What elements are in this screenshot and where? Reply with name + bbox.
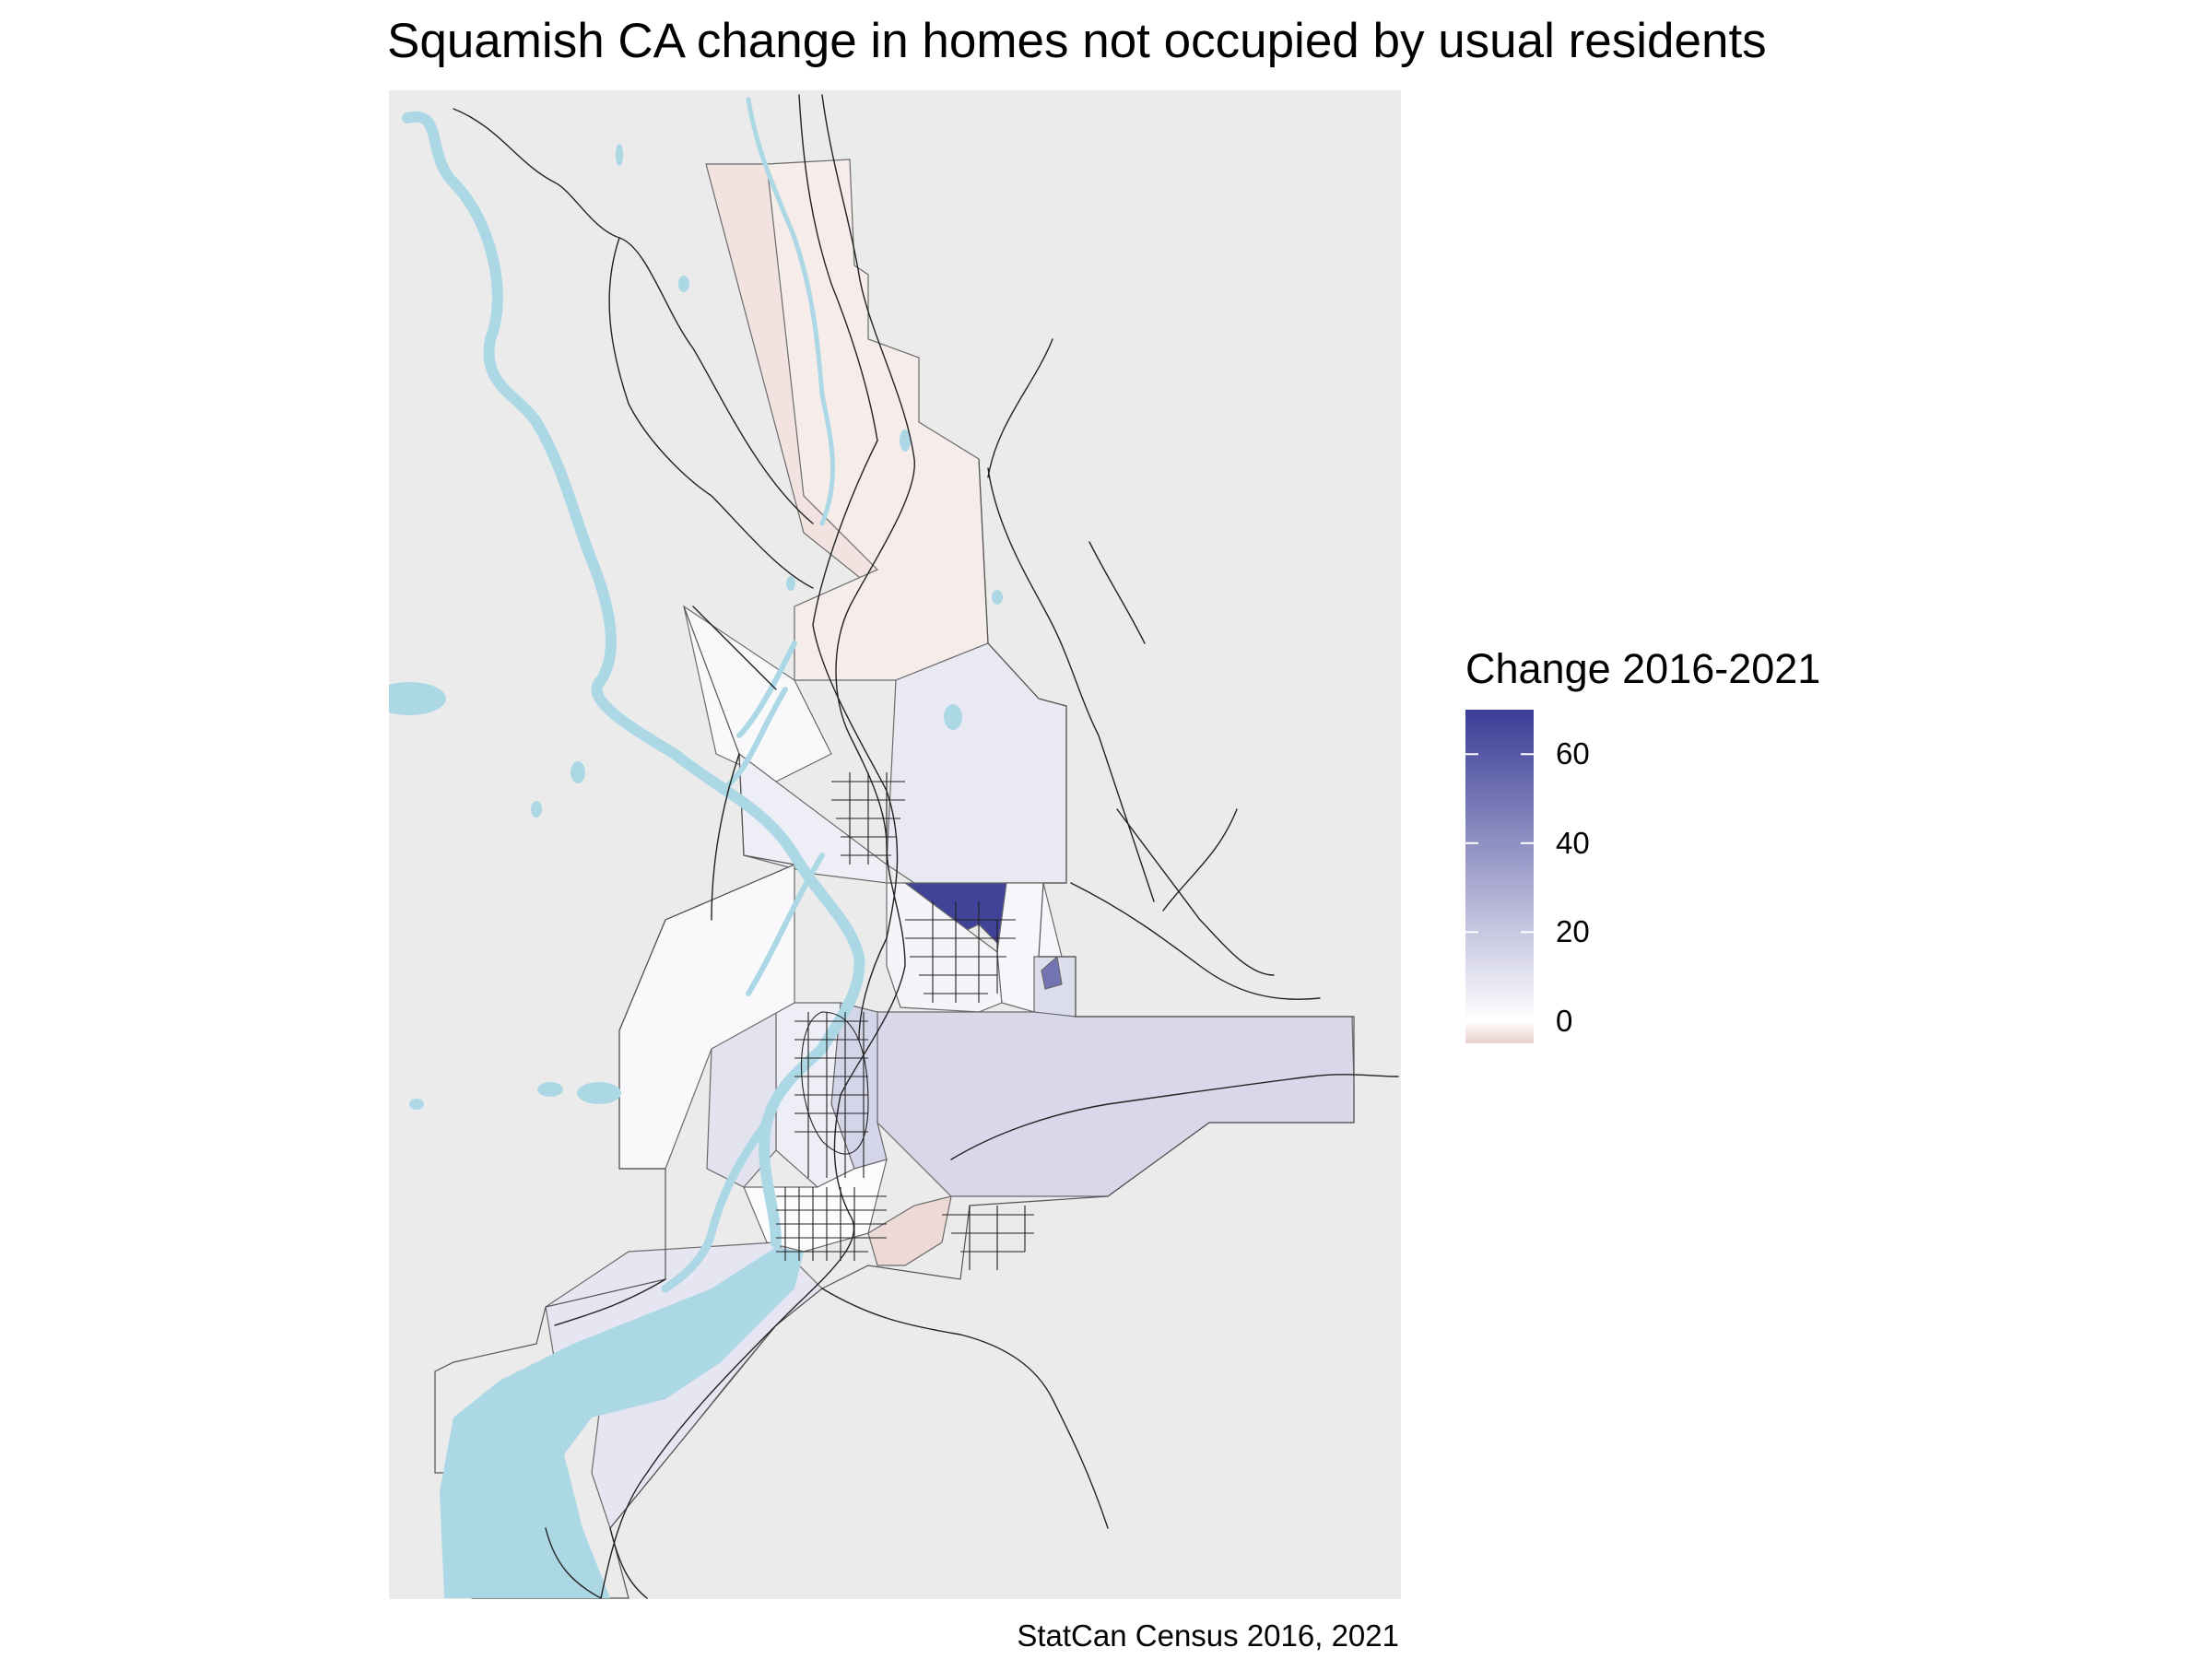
road-nw-2: [608, 237, 814, 589]
lake-west-3: [537, 1082, 563, 1097]
legend-color-bar: [1465, 710, 1534, 1043]
legend-title: Change 2016-2021: [1465, 645, 1821, 692]
road-valleycliffe: [950, 1074, 1399, 1160]
street-grid-layer: [776, 772, 1034, 1270]
squamish-river: [402, 111, 865, 1248]
region-northwest-delta: [683, 605, 832, 782]
highway-99: [600, 94, 915, 1599]
map-svg: [372, 90, 1401, 1599]
brackendale-grid: [831, 772, 905, 865]
water-layer: [372, 97, 1003, 1598]
lake-west-2: [577, 1082, 621, 1104]
lake-mid-2: [531, 801, 542, 818]
lake-small-1: [409, 1099, 424, 1110]
cheakamus-river: [746, 97, 835, 526]
legend: Change 2016-2021 60 40 20 0: [1465, 645, 1853, 1051]
lake-east-3: [992, 590, 1003, 605]
lake-north-1: [616, 144, 623, 166]
caption: StatCan Census 2016, 2021: [1017, 1618, 1399, 1653]
lake-mid-1: [571, 761, 585, 783]
mamquam-channel: [661, 1118, 771, 1293]
road-east-2: [1116, 808, 1275, 976]
lake-north-2: [678, 276, 689, 292]
road-east-1: [1070, 882, 1321, 1000]
map-panel[interactable]: [372, 90, 1401, 1599]
valleycliffe-grid: [942, 1206, 1034, 1270]
road-south-peninsula: [545, 1527, 648, 1599]
lake-small-2: [786, 576, 795, 591]
road-west-1: [692, 606, 777, 921]
loop-road: [800, 1011, 869, 1155]
road-layer: [453, 94, 1399, 1599]
legend-tick-label: 20: [1556, 914, 1590, 949]
road-nw-1: [453, 108, 814, 524]
highlands-grid: [905, 901, 1016, 1003]
delta-channels: [718, 641, 825, 996]
legend-tick-label: 60: [1556, 736, 1590, 771]
dentville-grid: [794, 1012, 868, 1178]
road-south-1: [821, 1288, 1109, 1529]
road-ne-2: [987, 338, 1146, 644]
legend-tick-label: 0: [1556, 1003, 1573, 1038]
map-title: Squamish CA change in homes not occupied…: [387, 14, 1767, 68]
downtown-grid: [776, 1187, 887, 1261]
ca-boundary: [434, 458, 1355, 1599]
road-east-3: [1162, 808, 1238, 912]
lake-west-1: [372, 682, 446, 715]
lake-east-2: [900, 429, 911, 452]
road-south-2: [554, 1278, 666, 1326]
lake-east-1: [944, 704, 962, 730]
howe-sound: [440, 1247, 804, 1598]
legend-tick-label: 40: [1556, 825, 1590, 860]
region-downtown-south: [867, 1195, 952, 1266]
railway: [798, 94, 899, 1041]
region-small-dark-east: [1041, 955, 1063, 990]
